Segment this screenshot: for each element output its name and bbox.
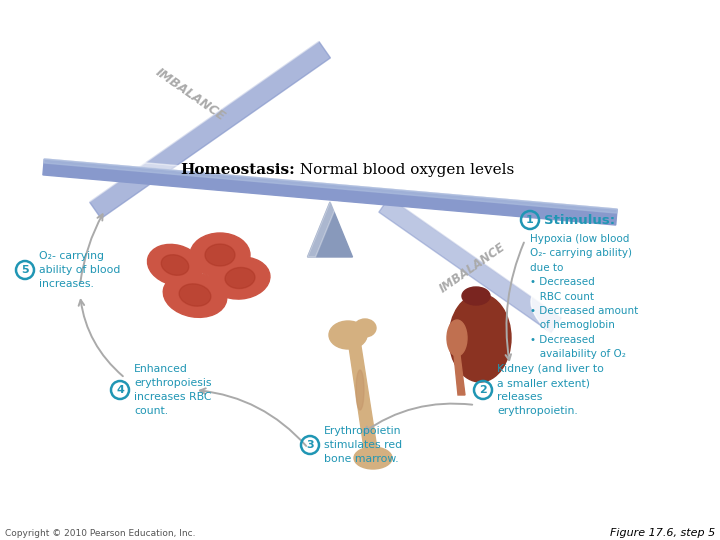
- Ellipse shape: [356, 370, 364, 410]
- Text: Normal blood oxygen levels: Normal blood oxygen levels: [295, 163, 514, 177]
- Text: Hypoxia (low blood
O₂- carrying ability)
due to
• Decreased
   RBC count
• Decre: Hypoxia (low blood O₂- carrying ability)…: [530, 234, 638, 359]
- Ellipse shape: [449, 294, 511, 382]
- Text: Stimulus:: Stimulus:: [544, 213, 615, 226]
- Polygon shape: [43, 159, 617, 225]
- Ellipse shape: [531, 288, 609, 352]
- Text: 4: 4: [116, 385, 124, 395]
- Text: 1: 1: [526, 215, 534, 225]
- Text: IMBALANCE: IMBALANCE: [153, 66, 228, 124]
- Text: Homeostasis:: Homeostasis:: [180, 163, 294, 177]
- Ellipse shape: [205, 244, 235, 266]
- Polygon shape: [44, 159, 617, 213]
- Ellipse shape: [47, 50, 133, 120]
- Text: 5: 5: [21, 265, 29, 275]
- Text: 2: 2: [479, 385, 487, 395]
- Ellipse shape: [179, 284, 211, 306]
- Ellipse shape: [161, 255, 189, 275]
- Ellipse shape: [354, 447, 392, 469]
- Polygon shape: [348, 340, 378, 455]
- Polygon shape: [86, 37, 319, 202]
- Text: Enhanced
erythropoiesis
increases RBC
count.: Enhanced erythropoiesis increases RBC co…: [134, 364, 212, 416]
- Polygon shape: [45, 154, 618, 209]
- Polygon shape: [89, 42, 330, 219]
- Text: Erythropoietin
stimulates red
bone marrow.: Erythropoietin stimulates red bone marro…: [324, 426, 402, 464]
- Text: IMBALANCE: IMBALANCE: [436, 240, 508, 295]
- Ellipse shape: [225, 267, 255, 288]
- Ellipse shape: [210, 257, 270, 299]
- Ellipse shape: [163, 273, 227, 318]
- Text: 3: 3: [306, 440, 314, 450]
- Text: Copyright © 2010 Pearson Education, Inc.: Copyright © 2010 Pearson Education, Inc.: [5, 529, 196, 537]
- Polygon shape: [307, 202, 353, 257]
- Polygon shape: [379, 198, 561, 333]
- Ellipse shape: [447, 320, 467, 356]
- Text: Figure 17.6, step 5: Figure 17.6, step 5: [610, 528, 715, 538]
- Polygon shape: [307, 202, 338, 257]
- Polygon shape: [389, 194, 564, 318]
- Ellipse shape: [329, 321, 367, 349]
- Polygon shape: [454, 355, 465, 395]
- Text: Kidney (and liver to
a smaller extent)
releases
erythropoietin.: Kidney (and liver to a smaller extent) r…: [497, 364, 604, 416]
- Ellipse shape: [462, 287, 490, 305]
- Ellipse shape: [148, 245, 202, 286]
- Ellipse shape: [190, 233, 250, 277]
- Ellipse shape: [354, 319, 376, 337]
- Text: O₂- carrying
ability of blood
increases.: O₂- carrying ability of blood increases.: [39, 251, 120, 289]
